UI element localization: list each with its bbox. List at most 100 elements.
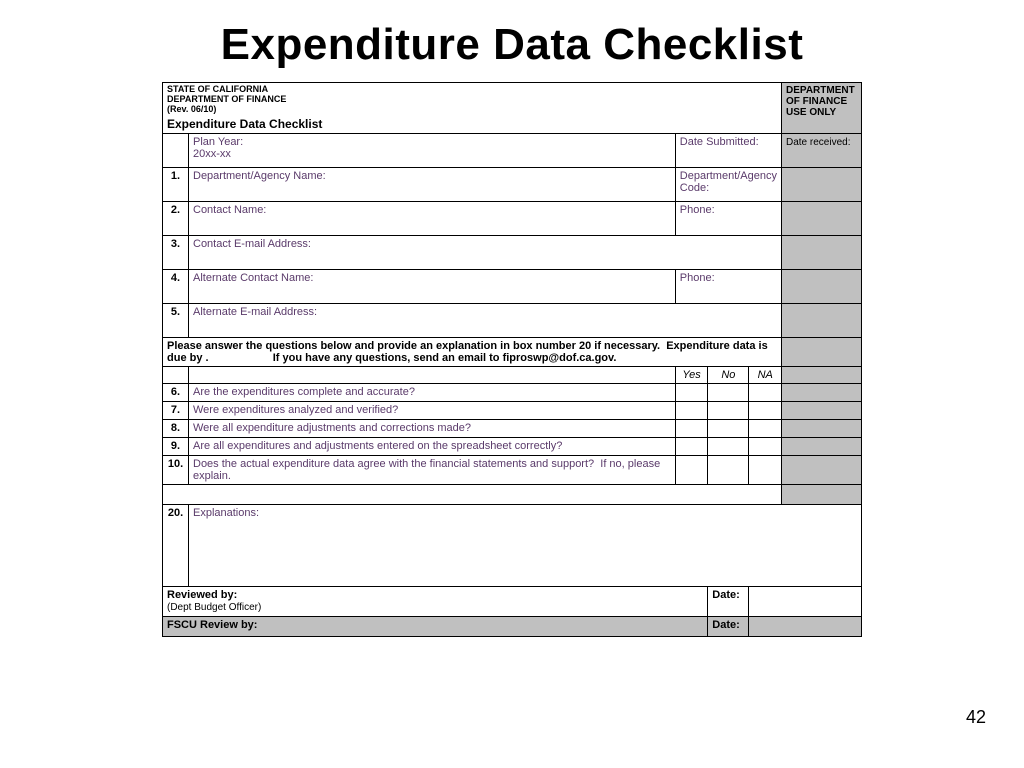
alt-email-cell: Alternate E-mail Address: [189,303,782,337]
dept-name-label: Department/Agency Name: [193,170,326,182]
q8-na[interactable] [749,419,782,437]
fscu-cell: FSCU Review by: [163,616,708,636]
num-7: 7. [163,401,189,419]
q7-na[interactable] [749,401,782,419]
explanations-label: Explanations: [193,507,259,519]
dept-code-label: Department/Agency Code: [680,170,777,194]
num-9: 9. [163,437,189,455]
num-10: 10. [163,455,189,484]
grey-q9 [782,437,862,455]
num-1: 1. [163,167,189,201]
num-6: 6. [163,383,189,401]
q10-text: Does the actual expenditure data agree w… [193,458,660,482]
q8-no[interactable] [708,419,749,437]
date-received-label: Date received: [786,137,850,148]
grey-q6 [782,383,862,401]
alt-phone-label: Phone: [680,272,715,284]
form-header-left: STATE OF CALIFORNIA DEPARTMENT OF FINANC… [163,83,782,134]
grey-q10 [782,455,862,484]
fscu-label: FSCU Review by: [167,619,257,631]
form-title: Expenditure Data Checklist [167,117,777,131]
plan-year-label: Plan Year: [193,136,243,148]
contact-name-cell: Contact Name: [189,201,676,235]
rev-line: (Rev. 06/10) [167,105,777,115]
yn-blank [163,366,189,383]
dept-line: DEPARTMENT OF FINANCE [167,95,777,105]
explanations-cell[interactable]: Explanations: [189,504,862,586]
q7-yes[interactable] [675,401,708,419]
reviewed-date-label-cell: Date: [708,586,749,616]
q10-na[interactable] [749,455,782,484]
grey-4 [782,269,862,303]
grey-q8 [782,419,862,437]
grey-q7 [782,401,862,419]
reviewed-by-cell: Reviewed by: (Dept Budget Officer) [163,586,708,616]
reviewed-date-cell[interactable] [749,586,862,616]
fscu-date-label-cell: Date: [708,616,749,636]
q8-yes[interactable] [675,419,708,437]
num-8: 8. [163,419,189,437]
q6-yes[interactable] [675,383,708,401]
page-number: 42 [966,707,986,728]
q10-cell: Does the actual expenditure data agree w… [189,455,676,484]
grey-5 [782,303,862,337]
alt-email-label: Alternate E-mail Address: [193,306,317,318]
q6-cell: Are the expenditures complete and accura… [189,383,676,401]
q9-cell: Are all expenditures and adjustments ent… [189,437,676,455]
yes-head: Yes [675,366,708,383]
date-received-cell: Date received: [782,133,862,167]
q10-no[interactable] [708,455,749,484]
contact-name-label: Contact Name: [193,204,266,216]
date-submitted-label: Date Submitted: [680,136,759,148]
reviewed-by-label: Reviewed by: [167,589,237,601]
alt-contact-label: Alternate Contact Name: [193,272,313,284]
num-blank [163,133,189,167]
num-5: 5. [163,303,189,337]
q7-text: Were expenditures analyzed and verified? [193,404,398,416]
q7-no[interactable] [708,401,749,419]
q9-no[interactable] [708,437,749,455]
contact-email-cell: Contact E-mail Address: [189,235,782,269]
dept-name-cell: Department/Agency Name: [189,167,676,201]
contact-email-label: Contact E-mail Address: [193,238,311,250]
reviewed-by-sub: (Dept Budget Officer) [167,602,261,613]
checklist-table: STATE OF CALIFORNIA DEPARTMENT OF FINANC… [162,82,862,637]
q6-text: Are the expenditures complete and accura… [193,386,415,398]
q10-yes[interactable] [675,455,708,484]
plan-year-cell: Plan Year: 20xx-xx [189,133,676,167]
num-3: 3. [163,235,189,269]
date-submitted-cell: Date Submitted: [675,133,781,167]
grey-3 [782,235,862,269]
alt-phone-cell: Phone: [675,269,781,303]
q9-na[interactable] [749,437,782,455]
fscu-date-label: Date: [712,619,740,631]
instructions-cell: Please answer the questions below and pr… [163,337,782,366]
phone-cell: Phone: [675,201,781,235]
phone-label: Phone: [680,204,715,216]
q9-text: Are all expenditures and adjustments ent… [193,440,562,452]
na-head: NA [749,366,782,383]
form-container: STATE OF CALIFORNIA DEPARTMENT OF FINANC… [162,82,862,637]
q6-na[interactable] [749,383,782,401]
q8-cell: Were all expenditure adjustments and cor… [189,419,676,437]
grey-instr [782,337,862,366]
no-head: No [708,366,749,383]
grey-yn [782,366,862,383]
gap [163,484,782,504]
q8-text: Were all expenditure adjustments and cor… [193,422,471,434]
reviewed-date-label: Date: [712,589,740,601]
plan-year-value: 20xx-xx [193,148,231,160]
num-20: 20. [163,504,189,586]
fscu-date-cell[interactable] [749,616,862,636]
grey-1 [782,167,862,201]
q7-cell: Were expenditures analyzed and verified? [189,401,676,419]
yn-spacer [189,366,676,383]
num-4: 4. [163,269,189,303]
dept-use-box: DEPARTMENT OF FINANCE USE ONLY [782,83,862,134]
q6-no[interactable] [708,383,749,401]
num-2: 2. [163,201,189,235]
alt-contact-cell: Alternate Contact Name: [189,269,676,303]
dept-code-cell: Department/Agency Code: [675,167,781,201]
q9-yes[interactable] [675,437,708,455]
gap-grey [782,484,862,504]
